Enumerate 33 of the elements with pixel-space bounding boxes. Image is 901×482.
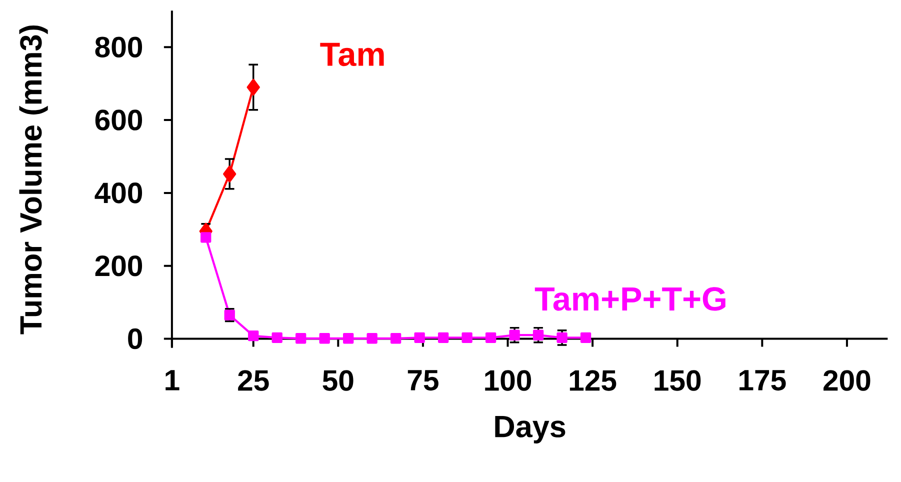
x-tick-label: 100 [485,370,532,391]
point [200,232,212,243]
y-tick-label: 200 [95,255,142,276]
series-label: Tam+P+T+G [534,286,726,311]
x-tick-label: 175 [740,370,786,390]
x-tick-label: 1 [166,370,180,390]
point [438,332,449,343]
x-axis-title: Days [495,416,566,444]
x-tick-label: 25 [238,370,269,391]
point [296,332,306,344]
point [248,330,259,341]
point [366,332,378,344]
point [246,78,260,96]
point [390,332,402,344]
y-tick-label: 800 [95,36,142,58]
point [319,332,330,344]
point [580,332,592,343]
y-tick-label: 400 [94,182,142,204]
y-tick-label: 0 [128,328,142,349]
x-tick-label: 75 [408,370,438,390]
y-tick-label: 600 [95,109,142,130]
x-tick-label: 50 [322,370,354,391]
point [342,332,354,344]
point [462,332,472,343]
point [223,165,236,182]
x-tick-label: 125 [570,370,616,391]
y-axis-title: Tumor Volume (mm3) [19,25,48,334]
x-tick-label: 150 [654,370,701,391]
point [272,332,282,343]
x-tick-label: 200 [824,370,870,391]
series-label: Tam [320,42,384,66]
point [485,332,496,343]
point [414,332,425,343]
